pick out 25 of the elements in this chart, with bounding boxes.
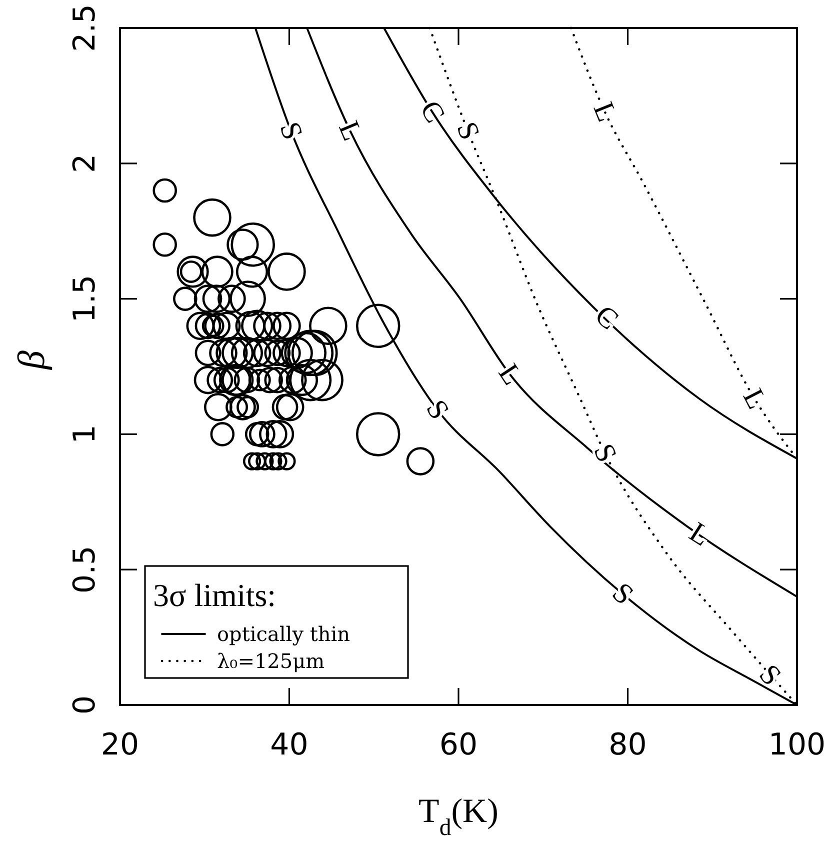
x-axis-title: T$_{d}$(K) xyxy=(418,793,498,841)
y-tick-label: 0.5 xyxy=(68,546,102,594)
x-tick-label: 60 xyxy=(439,728,478,762)
x-tick-label: 40 xyxy=(270,728,308,762)
y-tick-label: 1 xyxy=(68,424,102,444)
annotation: C xyxy=(588,299,624,336)
annotation: L xyxy=(332,116,368,146)
annotation: S xyxy=(450,118,486,144)
x-tick-label: 80 xyxy=(608,728,647,762)
annotation: S xyxy=(752,658,788,692)
legend-label: λ₀=125μm xyxy=(217,649,325,673)
annotation: L xyxy=(736,384,773,414)
y-tick-label: 1.5 xyxy=(68,274,102,323)
x-tick-label: 20 xyxy=(100,728,140,762)
legend-label: optically thin xyxy=(217,622,350,646)
annotation: L xyxy=(492,358,528,391)
legend-title: 3σ limits: xyxy=(153,577,276,613)
y-tick-label: 2.5 xyxy=(68,4,102,52)
annotation: C xyxy=(414,96,451,128)
annotation: L xyxy=(586,98,624,126)
annotation: L xyxy=(684,516,716,553)
y-tick-label: 2 xyxy=(68,154,102,173)
y-tick-label: 0 xyxy=(68,695,102,715)
x-tick-label: 100 xyxy=(768,728,826,762)
y-axis-title: β xyxy=(11,350,53,370)
